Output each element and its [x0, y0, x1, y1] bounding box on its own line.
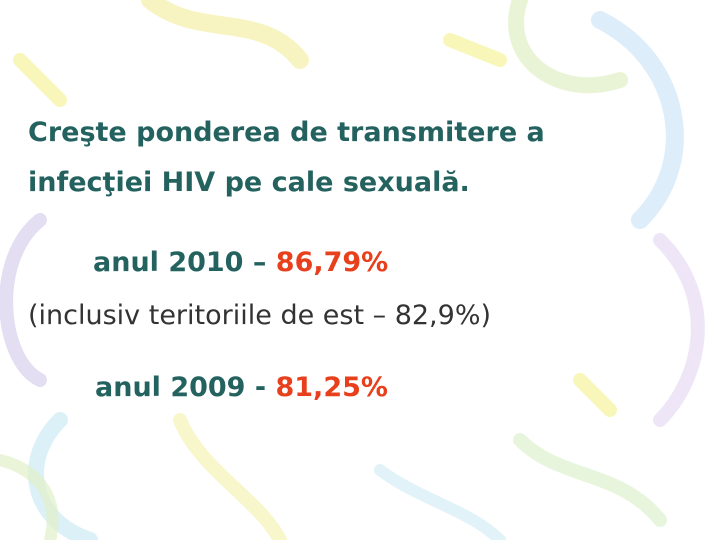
heading-line: infecţiei HIV pe cale sexuală.: [28, 167, 470, 198]
heading-line: Creşte ponderea de transmitere a: [28, 117, 545, 148]
item-label: anul 2010 –: [93, 247, 267, 278]
item-value: 81,25%: [275, 372, 388, 403]
item-line: anul 2009 - 81,25%: [95, 372, 388, 403]
item-label: anul 2009 -: [95, 372, 267, 403]
item-value: 86,79%: [275, 247, 389, 278]
item-note: (inclusiv teritoriile de est – 82,9%): [28, 300, 492, 331]
item-line: anul 2010 – 86,79%: [93, 247, 388, 278]
